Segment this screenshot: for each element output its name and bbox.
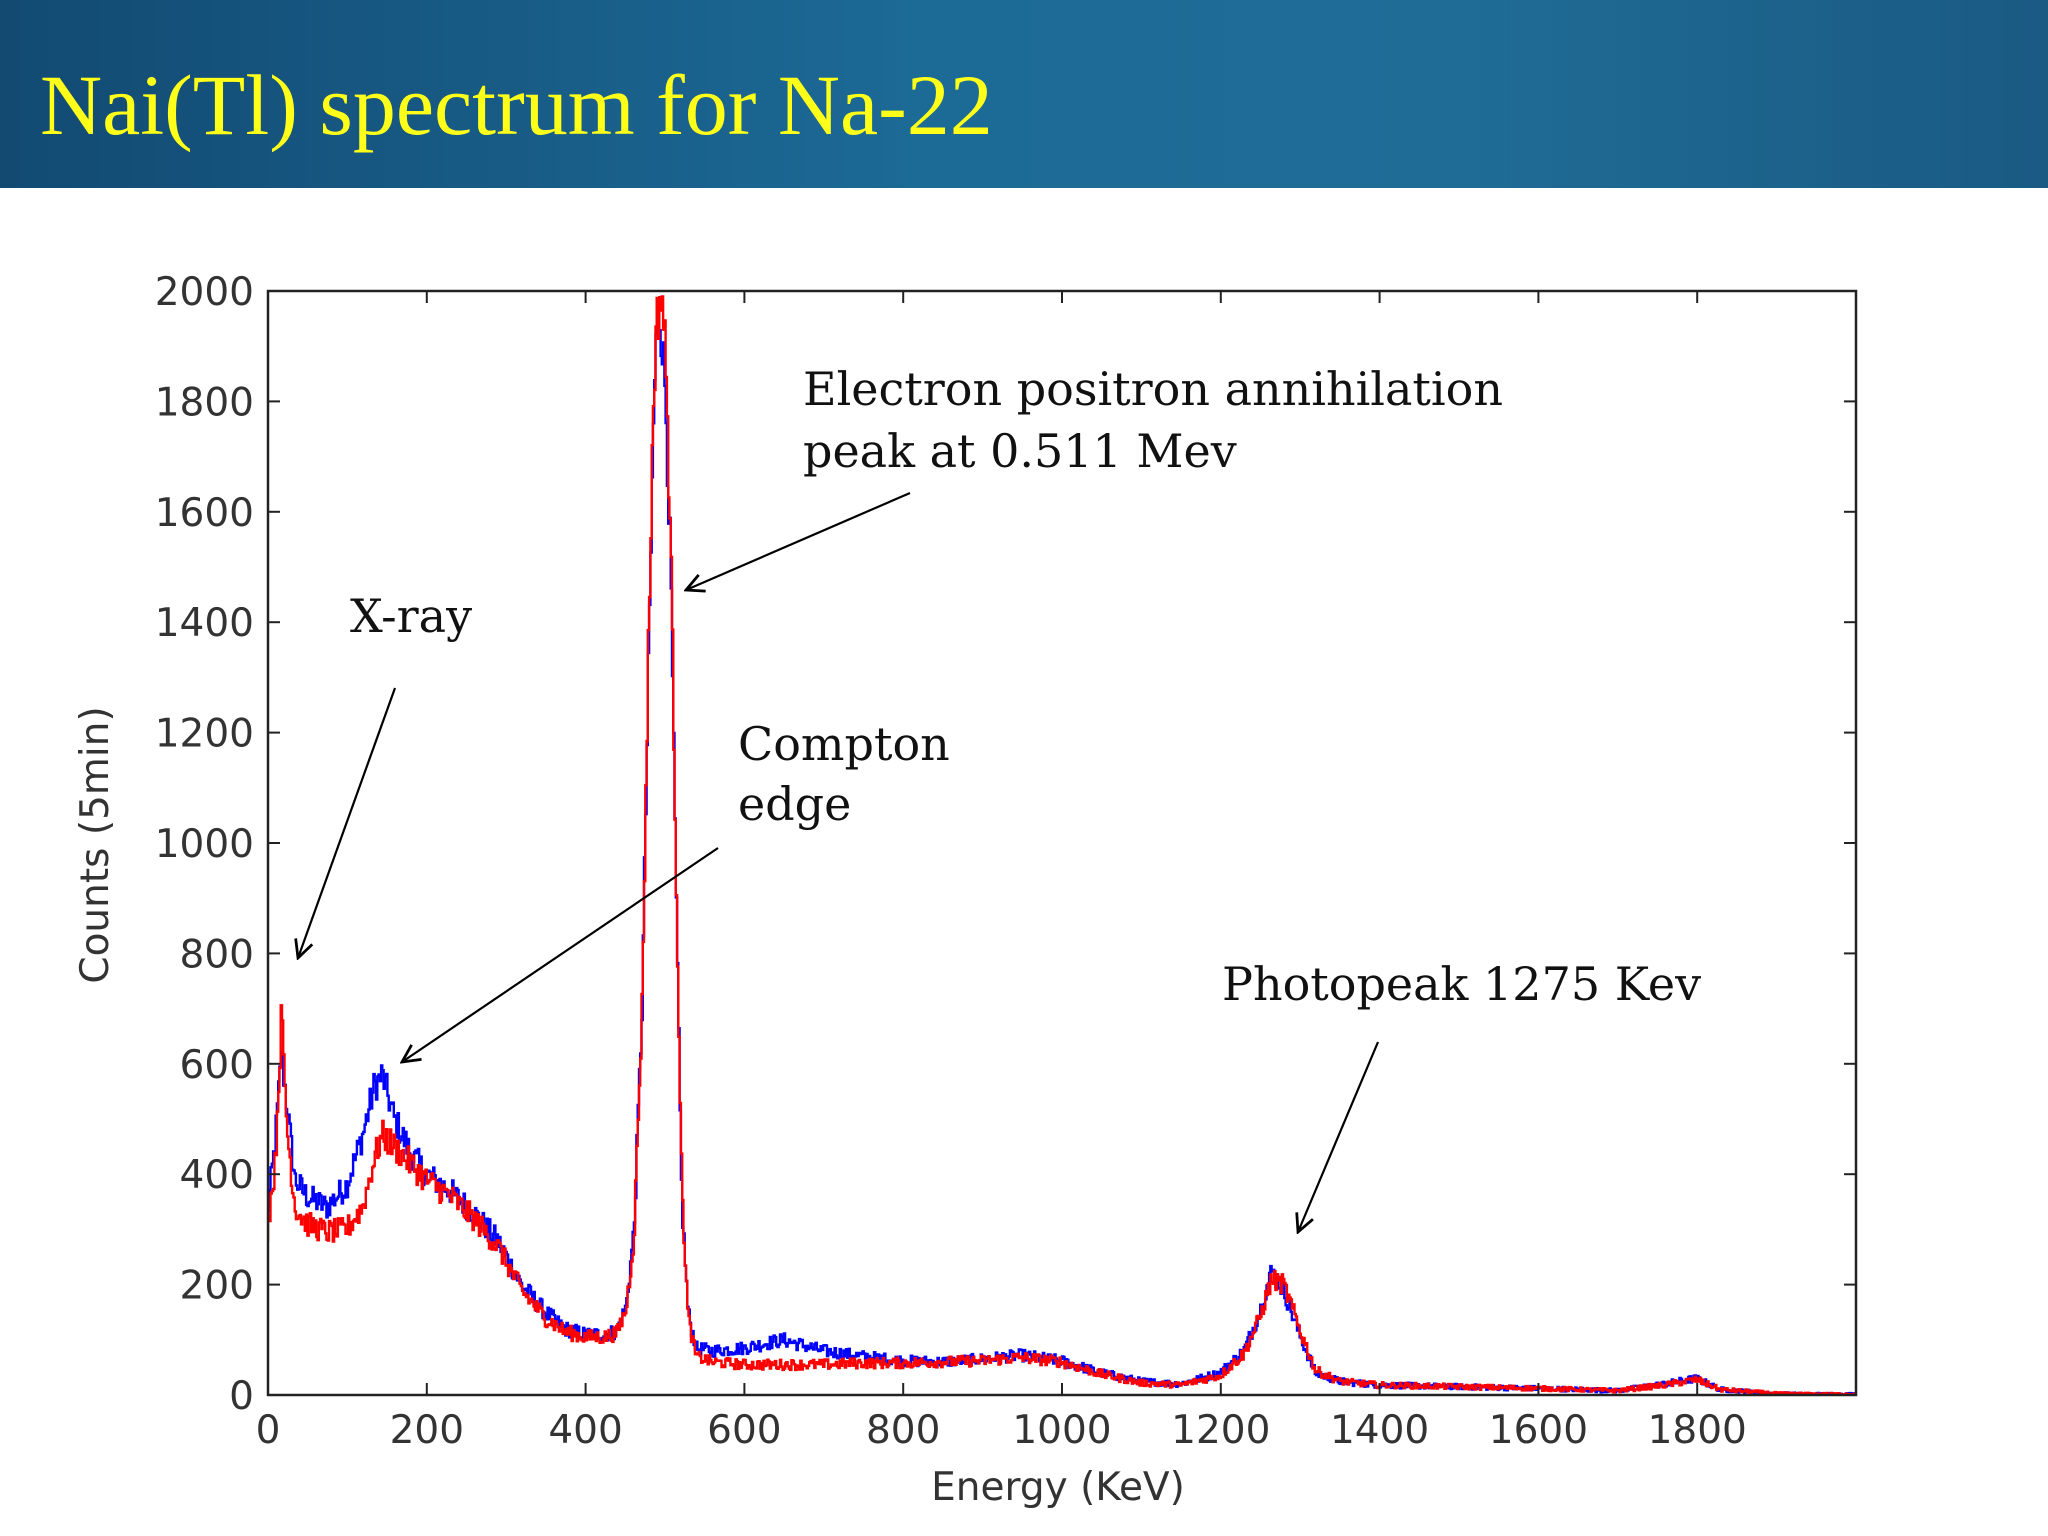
y-axis-title: Counts (5min) [73, 706, 118, 983]
slide-header [0, 0, 2048, 188]
arrow-annihilation [686, 491, 911, 590]
y-tick-label: 200 [180, 1264, 254, 1309]
y-tick-label: 600 [180, 1043, 254, 1088]
y-tick-label: 1000 [155, 822, 254, 867]
series-line-2 [268, 295, 1856, 1395]
annotation-photopeak: Photopeak 1275 Kev [1222, 957, 1701, 1011]
x-tick-label: 1400 [1330, 1408, 1429, 1453]
annotation-annihilation-2: peak at 0.511 Mev [803, 424, 1237, 478]
annotation-xray: X-ray [350, 589, 472, 643]
slide-title: Nai(Tl) spectrum for Na-22 [40, 57, 993, 153]
x-tick-label: 600 [707, 1408, 781, 1453]
x-tick-label: 1600 [1489, 1408, 1588, 1453]
y-tick-label: 1400 [155, 601, 254, 646]
y-tick-label: 1800 [155, 380, 254, 425]
y-tick-label: 400 [180, 1153, 254, 1198]
x-tick-label: 1800 [1648, 1408, 1747, 1453]
y-tick-label: 2000 [155, 270, 254, 315]
x-tick-label: 1200 [1171, 1408, 1270, 1453]
annotation-compton-1: Compton [738, 717, 950, 771]
annotation-annihilation-1: Electron positron annihilation [803, 362, 1503, 416]
y-tick-label: 1200 [155, 712, 254, 757]
x-tick-label: 800 [866, 1408, 940, 1453]
x-tick-label: 200 [390, 1408, 464, 1453]
x-axis-title: Energy (KeV) [931, 1465, 1185, 1510]
annotation-compton-2: edge [738, 777, 851, 831]
plot-frame [266, 289, 1858, 1397]
arrow-compton [402, 847, 719, 1062]
x-tick-label: 400 [548, 1408, 622, 1453]
x-tick-label: 1000 [1012, 1408, 1111, 1453]
arrow-xray [298, 687, 397, 958]
y-tick-label: 800 [180, 932, 254, 977]
y-tick-label: 0 [229, 1374, 254, 1419]
y-tick-label: 1600 [155, 491, 254, 536]
x-tick-label: 0 [256, 1408, 281, 1453]
arrow-photopeak [1298, 1041, 1380, 1232]
